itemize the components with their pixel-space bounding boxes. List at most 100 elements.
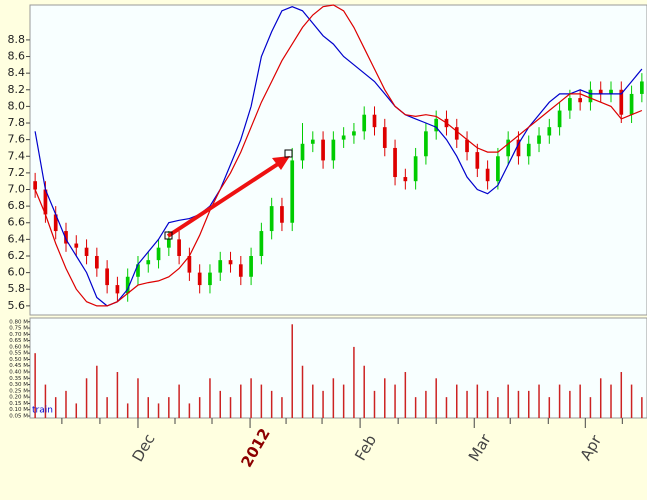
- candle-body: [269, 206, 274, 232]
- candle-body: [280, 206, 284, 223]
- volume-tick-label: 0.50 M: [9, 357, 28, 363]
- candle-body: [465, 139, 469, 153]
- candle-body: [166, 239, 171, 248]
- y-tick-label: 8.4: [8, 66, 26, 79]
- y-tick-label: 7.4: [8, 149, 26, 162]
- candle-body: [208, 272, 212, 286]
- candle-body: [64, 231, 68, 244]
- y-tick-label: 8.6: [8, 50, 26, 63]
- volume-panel: [29, 317, 647, 419]
- candle-body: [526, 143, 531, 157]
- price-panel: [29, 4, 647, 316]
- candle-body: [424, 131, 428, 157]
- candle-body: [393, 147, 397, 178]
- candle-body: [238, 264, 243, 277]
- y-tick-label: 6.8: [8, 199, 26, 212]
- volume-tick-label: 0.65 M: [9, 338, 28, 344]
- candle-body: [609, 89, 613, 94]
- candle-body: [506, 139, 511, 157]
- candle-body: [475, 152, 480, 169]
- volume-tick-label: 0.10 M: [9, 407, 28, 413]
- candle-body: [218, 260, 223, 273]
- candle-body: [568, 98, 572, 111]
- arrow-shaft: [166, 160, 283, 238]
- line-series: [34, 4, 643, 307]
- candle-body: [105, 268, 109, 286]
- candle-body: [228, 260, 233, 265]
- y-tick-label: 7.0: [8, 183, 26, 196]
- candle-body: [321, 139, 325, 161]
- volume-tick-label: 0.20 M: [9, 395, 28, 401]
- volume-label: train: [32, 406, 53, 416]
- volume-tick-label: 0.70 M: [9, 332, 28, 338]
- y-tick-label: 7.2: [8, 166, 26, 179]
- candle-body: [310, 139, 315, 144]
- y-tick-label: 8.2: [8, 83, 26, 96]
- y-tick-label: 5.6: [8, 299, 26, 312]
- y-tick-label: 6.0: [8, 266, 26, 279]
- x-tick-label: Mar: [465, 430, 495, 464]
- candle-body: [619, 89, 624, 115]
- candle-body: [290, 160, 295, 223]
- volume-tick-label: 0.75 M: [9, 326, 28, 332]
- candle-body: [434, 118, 439, 132]
- annotation-arrow: [164, 149, 293, 240]
- arrow-head: [272, 156, 290, 170]
- x-tick-label: Dec: [128, 431, 158, 465]
- volume-tick-label: 0.55 M: [9, 351, 28, 357]
- candle-body: [598, 89, 603, 94]
- candle-body: [300, 143, 305, 161]
- volume-tick-label: 0.25 M: [9, 388, 28, 394]
- candle-body: [146, 260, 151, 265]
- x-tick-label: Feb: [351, 432, 380, 464]
- volume-tick-label: 0.30 M: [9, 382, 28, 388]
- candle-body: [125, 276, 130, 294]
- volume-tick-label: 0.05 M: [9, 413, 28, 419]
- volume-tick-label: 0.80 M: [9, 319, 28, 325]
- candle-body: [53, 214, 58, 232]
- candle-body: [341, 135, 346, 140]
- candle-body: [156, 247, 161, 261]
- candle-body: [372, 114, 377, 128]
- candle-body: [74, 243, 79, 248]
- candle-body: [187, 255, 192, 273]
- y-tick-label: 6.4: [8, 232, 26, 245]
- volume-tick-label: 0.15 M: [9, 401, 28, 407]
- candle-body: [403, 177, 408, 182]
- marker-box: [164, 231, 173, 240]
- y-tick-label: 8.8: [8, 33, 26, 46]
- candle-body: [588, 89, 593, 103]
- volume-tick-label: 0.35 M: [9, 376, 28, 382]
- candle-body: [578, 98, 583, 103]
- x-tick-label: 2012: [237, 425, 273, 470]
- candle-body: [547, 127, 552, 136]
- y-tick-label: 6.2: [8, 249, 26, 262]
- candle-body: [259, 231, 264, 256]
- candle-body: [640, 81, 644, 94]
- candle-body: [177, 239, 181, 256]
- candle-body: [496, 156, 500, 182]
- candle-body: [331, 139, 336, 161]
- line-series: [34, 6, 643, 307]
- x-tick-label: Apr: [577, 431, 606, 463]
- volume-tick-label: 0.40 M: [9, 370, 28, 376]
- candle-body: [249, 255, 253, 277]
- volume-tick-label: 0.45 M: [9, 363, 28, 369]
- candle-body: [382, 127, 387, 148]
- candle-body: [516, 139, 521, 157]
- candle-body: [94, 255, 99, 269]
- candle-body: [43, 189, 48, 215]
- candle-body: [115, 285, 120, 294]
- candle-body: [557, 110, 562, 128]
- candle-body: [362, 114, 367, 132]
- candle-body: [485, 168, 490, 182]
- y-tick-label: 5.8: [8, 282, 26, 295]
- candle-body: [197, 272, 202, 286]
- y-tick-label: 6.6: [8, 216, 26, 229]
- y-tick-label: 8.0: [8, 99, 26, 112]
- y-tick-label: 7.6: [8, 133, 26, 146]
- volume-tick-label: 0.60 M: [9, 344, 28, 350]
- candle-body: [84, 247, 89, 256]
- candle-body: [413, 156, 418, 182]
